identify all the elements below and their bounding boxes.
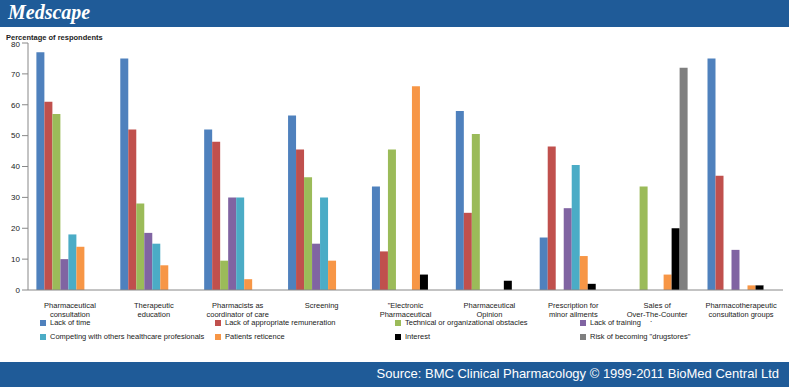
html-text:Technical or organizational ob: Technical or organizational obstacles	[405, 318, 528, 327]
svg-text:0: 0	[16, 286, 21, 295]
svg-text:Pharmacists ascoordinator of c: Pharmacists ascoordinator of care	[206, 301, 269, 319]
html-text:Competing with others healthca: Competing with others healthcare profesi…	[50, 332, 205, 341]
html-text:Sales of: Sales of	[643, 301, 671, 310]
svg-text:80: 80	[11, 40, 20, 49]
svg-text:PharmaceuticalOpinion: PharmaceuticalOpinion	[464, 301, 516, 319]
html-text:Patients reticence: Patients reticence	[225, 332, 285, 341]
svg-text:20: 20	[11, 224, 20, 233]
svg-text:40: 40	[11, 162, 20, 171]
svg-text:50: 50	[11, 131, 20, 140]
html-text:Lack of appropriate remunerati: Lack of appropriate remuneration	[225, 318, 336, 327]
svg-text:Pharmacotherapeuticconsultatio: Pharmacotherapeuticconsultation groups	[705, 301, 777, 319]
html-text:Lack of time: Lack of time	[50, 318, 91, 327]
svg-text:Pharmaceuticalconsultation: Pharmaceuticalconsultation	[44, 301, 96, 319]
svg-text:60: 60	[11, 101, 20, 110]
svg-text:30: 30	[11, 193, 20, 202]
html-text:Percentage of respondents: Percentage of respondents	[6, 33, 103, 42]
html-text:Interest: Interest	[405, 332, 430, 341]
html-text:Risk of becoming "drugstores": Risk of becoming "drugstores"	[590, 332, 691, 341]
html-text:Lack of training: Lack of training	[590, 318, 641, 327]
svg-text:10: 10	[11, 255, 20, 264]
svg-text:70: 70	[11, 70, 20, 79]
svg-text:Prescription forminor ailments: Prescription forminor ailments	[548, 301, 599, 319]
svg-text:Therapeuticeducation: Therapeuticeducation	[134, 301, 174, 319]
html-text:Medscape: Medscape	[8, 1, 91, 23]
html-text:Source: BMC Clinical Pharmacol: Source: BMC Clinical Pharmacology © 1999…	[376, 366, 779, 381]
svg-text:Screening: Screening	[305, 301, 339, 310]
